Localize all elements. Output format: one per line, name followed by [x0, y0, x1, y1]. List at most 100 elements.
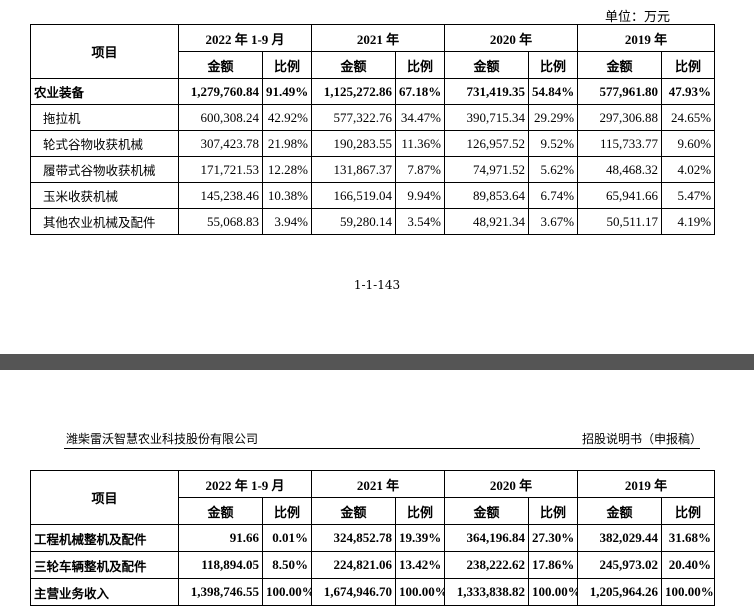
ratio-cell: 54.84% [528, 78, 579, 105]
ratio-cell: 7.87% [394, 156, 446, 183]
ratio-cell: 8.50% [262, 551, 312, 579]
amount-cell: 1,279,760.84 [178, 78, 263, 105]
amount-cell: 74,971.52 [444, 156, 530, 183]
amount-cell: 297,306.88 [577, 104, 663, 131]
ratio-cell: 13.42% [394, 551, 446, 579]
ratio-cell: 11.36% [394, 130, 446, 157]
header-ratio: 比例 [262, 51, 312, 79]
document-type: 招股说明书（申报稿） [581, 432, 702, 446]
ratio-cell: 21.98% [262, 130, 312, 157]
ratio-cell: 47.93% [661, 78, 716, 105]
amount-cell: 382,029.44 [577, 524, 663, 552]
header-ratio: 比例 [262, 497, 312, 525]
header-item: 项目 [30, 24, 179, 79]
table-body: 工程机械整机及配件 91.66 0.01% 324,852.78 19.39% 364,1… [30, 524, 716, 606]
row-label: 农业装备 [30, 78, 179, 105]
document-page-lower: 潍柴雷沃智慧农业科技股份有限公司 招股说明书（申报稿） 项目 2022 年 1-… [0, 370, 754, 616]
ratio-cell: 100.00% [394, 578, 446, 606]
ratio-cell: 34.47% [394, 104, 446, 131]
ratio-cell: 4.02% [661, 156, 716, 183]
amount-cell: 190,283.55 [311, 130, 396, 157]
table-row: 三轮车辆整机及配件 118,894.05 8.50% 224,821.06 13.42%… [30, 551, 716, 579]
table-row: 轮式谷物收获机械 307,423.78 21.98% 190,283.55 11.36%… [30, 130, 716, 157]
amount-cell: 364,196.84 [444, 524, 530, 552]
header-ratio: 比例 [661, 497, 716, 525]
header-amount: 金额 [178, 497, 263, 525]
row-label: 拖拉机 [30, 104, 179, 131]
header-period: 2020 年 [444, 470, 579, 498]
row-label: 玉米收获机械 [30, 182, 179, 209]
ratio-cell: 20.40% [661, 551, 716, 579]
ratio-cell: 3.94% [262, 208, 312, 235]
amount-cell: 48,921.34 [444, 208, 530, 235]
table-row: 农业装备 1,279,760.84 91.49% 1,125,272.86 67.18%… [30, 78, 716, 105]
ratio-cell: 29.29% [528, 104, 579, 131]
company-name: 潍柴雷沃智慧农业科技股份有限公司 [66, 432, 259, 446]
ratio-cell: 17.86% [528, 551, 579, 579]
ratio-cell: 6.74% [528, 182, 579, 209]
ratio-cell: 100.00% [528, 578, 579, 606]
ratio-cell: 9.60% [661, 130, 716, 157]
ratio-cell: 27.30% [528, 524, 579, 552]
header-period: 2019 年 [577, 470, 716, 498]
ratio-cell: 3.67% [528, 208, 579, 235]
ratio-cell: 19.39% [394, 524, 446, 552]
amount-cell: 1,125,272.86 [311, 78, 396, 105]
amount-cell: 731,419.35 [444, 78, 530, 105]
header-period: 2022 年 1-9 月 [178, 24, 312, 52]
row-label: 轮式谷物收获机械 [30, 130, 179, 157]
amount-cell: 50,511.17 [577, 208, 663, 235]
ratio-cell: 3.54% [394, 208, 446, 235]
header-period: 2021 年 [310, 470, 446, 498]
table-header: 项目 2022 年 1-9 月 2021 年 2020 年 2019 年 金额 … [30, 470, 716, 525]
row-label: 履带式谷物收获机械 [30, 156, 179, 183]
amount-cell: 1,333,838.82 [444, 578, 530, 606]
amount-cell: 55,068.83 [178, 208, 263, 235]
amount-cell: 307,423.78 [178, 130, 263, 157]
amount-cell: 1,205,964.26 [577, 578, 663, 606]
header-amount: 金额 [577, 51, 663, 79]
amount-cell: 166,519.04 [311, 182, 396, 209]
ratio-cell: 12.28% [262, 156, 312, 183]
amount-cell: 577,322.76 [311, 104, 396, 131]
header-rule [64, 448, 700, 449]
amount-cell: 1,674,946.70 [311, 578, 396, 606]
ratio-cell: 4.19% [661, 208, 716, 235]
header-period: 2021 年 [310, 24, 446, 52]
ratio-cell: 31.68% [661, 524, 716, 552]
row-label: 三轮车辆整机及配件 [30, 551, 179, 579]
header-ratio: 比例 [528, 51, 579, 79]
header-ratio: 比例 [528, 497, 579, 525]
ratio-cell: 42.92% [262, 104, 312, 131]
table-row: 玉米收获机械 145,238.46 10.38% 166,519.04 9.94% 89,… [30, 182, 716, 209]
page-separator [0, 354, 754, 370]
ratio-cell: 9.94% [394, 182, 446, 209]
ratio-cell: 10.38% [262, 182, 312, 209]
table-row: 工程机械整机及配件 91.66 0.01% 324,852.78 19.39% 364,1… [30, 524, 716, 552]
amount-cell: 131,867.37 [311, 156, 396, 183]
ratio-cell: 9.52% [528, 130, 579, 157]
amount-cell: 118,894.05 [178, 551, 263, 579]
header-period: 2022 年 1-9 月 [178, 470, 312, 498]
amount-cell: 238,222.62 [444, 551, 530, 579]
ratio-cell: 91.49% [262, 78, 312, 105]
header-amount: 金额 [178, 51, 263, 79]
table-header: 项目 2022 年 1-9 月 2021 年 2020 年 2019 年 金额 … [30, 24, 716, 79]
unit-label: 单位：万元 [604, 10, 670, 25]
ratio-cell: 24.65% [661, 104, 716, 131]
header-amount: 金额 [577, 497, 663, 525]
table-body: 农业装备 1,279,760.84 91.49% 1,125,272.86 67.18%… [30, 78, 716, 235]
amount-cell: 324,852.78 [311, 524, 396, 552]
revenue-table-lower: 项目 2022 年 1-9 月 2021 年 2020 年 2019 年 金额 … [30, 470, 716, 606]
row-label: 主营业务收入 [30, 578, 179, 606]
header-amount: 金额 [311, 51, 396, 79]
row-label: 其他农业机械及配件 [30, 208, 179, 235]
amount-cell: 48,468.32 [577, 156, 663, 183]
header-ratio: 比例 [394, 51, 446, 79]
amount-cell: 1,398,746.55 [178, 578, 263, 606]
amount-cell: 171,721.53 [178, 156, 263, 183]
ratio-cell: 100.00% [262, 578, 312, 606]
amount-cell: 600,308.24 [178, 104, 263, 131]
header-ratio: 比例 [661, 51, 716, 79]
amount-cell: 577,961.80 [577, 78, 663, 105]
